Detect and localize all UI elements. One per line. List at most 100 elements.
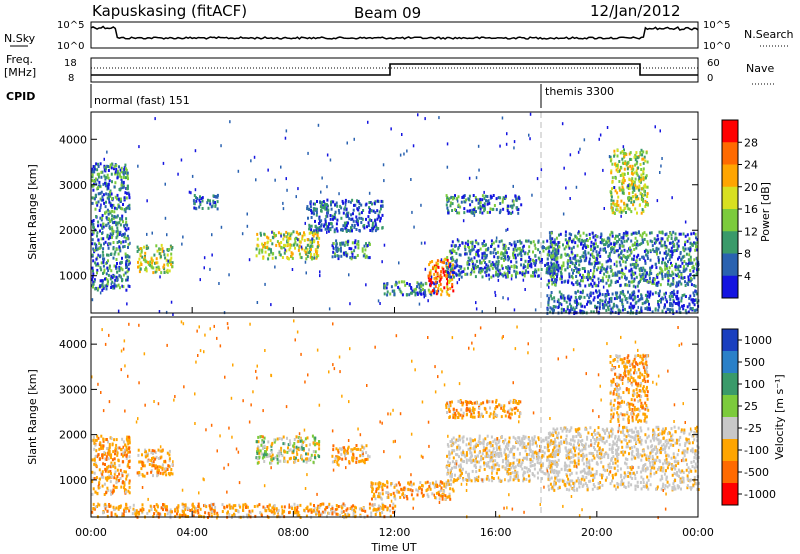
power-cell xyxy=(101,216,104,220)
velocity-cell xyxy=(542,454,545,458)
power-cell xyxy=(125,288,128,292)
power-cell xyxy=(616,207,619,211)
velocity-cell xyxy=(126,464,129,468)
velocity-cell xyxy=(148,448,151,452)
velocity-cell xyxy=(361,445,364,449)
power-cell xyxy=(369,229,372,232)
power-cell xyxy=(629,246,631,250)
power-cell xyxy=(297,238,300,242)
power-cell xyxy=(310,208,312,212)
velocity-cell xyxy=(95,476,98,479)
power-cell xyxy=(566,241,568,245)
power-cell xyxy=(94,207,97,211)
power-cell xyxy=(340,254,343,258)
power-cell xyxy=(636,173,639,177)
power-cell xyxy=(635,162,638,166)
power-cell-noise xyxy=(608,155,611,158)
power-cell xyxy=(100,243,102,247)
freq-unit-label: [MHz] xyxy=(4,66,36,79)
velocity-cell xyxy=(451,473,453,476)
power-cell xyxy=(610,280,613,284)
power-cell xyxy=(91,275,94,279)
power-cell xyxy=(119,241,122,245)
power-cell xyxy=(694,248,697,252)
power-cell xyxy=(610,297,612,301)
power-cell xyxy=(496,267,499,270)
velocity-cell xyxy=(505,463,508,467)
power-cell xyxy=(258,251,261,255)
power-cell xyxy=(655,250,658,254)
power-cell xyxy=(100,218,103,222)
velocity-cell xyxy=(286,450,289,454)
power-cell xyxy=(601,299,604,303)
power-cell xyxy=(139,247,142,250)
power-cell-noise xyxy=(574,290,577,294)
power-cell xyxy=(300,256,303,260)
power-cell xyxy=(575,281,578,285)
power-cell-noise xyxy=(284,136,287,140)
velocity-cell xyxy=(152,474,154,478)
power-cell xyxy=(255,247,258,251)
power-cell xyxy=(537,248,540,252)
power-cell xyxy=(128,259,131,263)
velocity-cell xyxy=(102,444,105,448)
power-cell xyxy=(339,241,342,245)
power-cell xyxy=(569,298,572,302)
power-cell xyxy=(677,297,680,301)
velocity-cell xyxy=(156,468,159,472)
power-cell xyxy=(495,208,498,212)
power-cell xyxy=(157,266,160,270)
power-cell xyxy=(484,256,487,260)
power-cell xyxy=(568,232,571,236)
power-cell xyxy=(671,304,674,308)
velocity-cell xyxy=(299,447,302,451)
velocity-cell xyxy=(144,448,147,452)
power-cell xyxy=(520,258,523,261)
velocity-cell xyxy=(398,483,401,487)
power-cell xyxy=(514,256,517,260)
power-cell-noise xyxy=(319,274,321,278)
power-cell xyxy=(256,232,259,236)
power-cell xyxy=(570,260,573,264)
velocity-cell xyxy=(154,466,157,470)
power-cell xyxy=(115,164,118,168)
power-cell xyxy=(654,262,657,266)
power-cell xyxy=(622,188,625,192)
power-cell xyxy=(448,293,451,297)
power-cell xyxy=(606,265,609,269)
power-cell xyxy=(108,210,111,214)
power-cell xyxy=(201,207,204,210)
power-cell xyxy=(126,223,129,227)
velocity-cell xyxy=(283,442,286,446)
power-cell xyxy=(99,191,102,195)
power-cell xyxy=(612,304,615,308)
power-cell xyxy=(642,266,645,270)
power-cell xyxy=(482,258,485,262)
velocity-plot-frame xyxy=(90,316,699,518)
power-cell xyxy=(530,265,533,269)
power-cell xyxy=(326,211,329,215)
power-cell-noise xyxy=(194,149,197,153)
power-cell xyxy=(528,249,531,253)
power-cell xyxy=(112,241,115,244)
power-cell-noise xyxy=(579,147,581,151)
power-cell xyxy=(623,272,626,276)
velocity-cell xyxy=(441,481,444,485)
power-cell xyxy=(655,247,658,251)
power-cell-noise xyxy=(497,278,500,282)
power-cell xyxy=(550,263,553,267)
power-cell xyxy=(616,164,619,167)
velocity-cell xyxy=(477,440,480,444)
power-cell xyxy=(555,278,558,282)
power-cell xyxy=(105,200,107,204)
power-cell xyxy=(147,246,150,250)
power-cell xyxy=(548,249,551,253)
power-cell xyxy=(503,246,506,250)
velocity-cell xyxy=(127,450,130,454)
power-cell xyxy=(460,200,463,204)
power-cell xyxy=(686,281,689,285)
power-cell xyxy=(496,264,499,267)
velocity-cell xyxy=(447,460,449,464)
power-cell xyxy=(590,262,593,266)
power-cell xyxy=(459,271,462,275)
